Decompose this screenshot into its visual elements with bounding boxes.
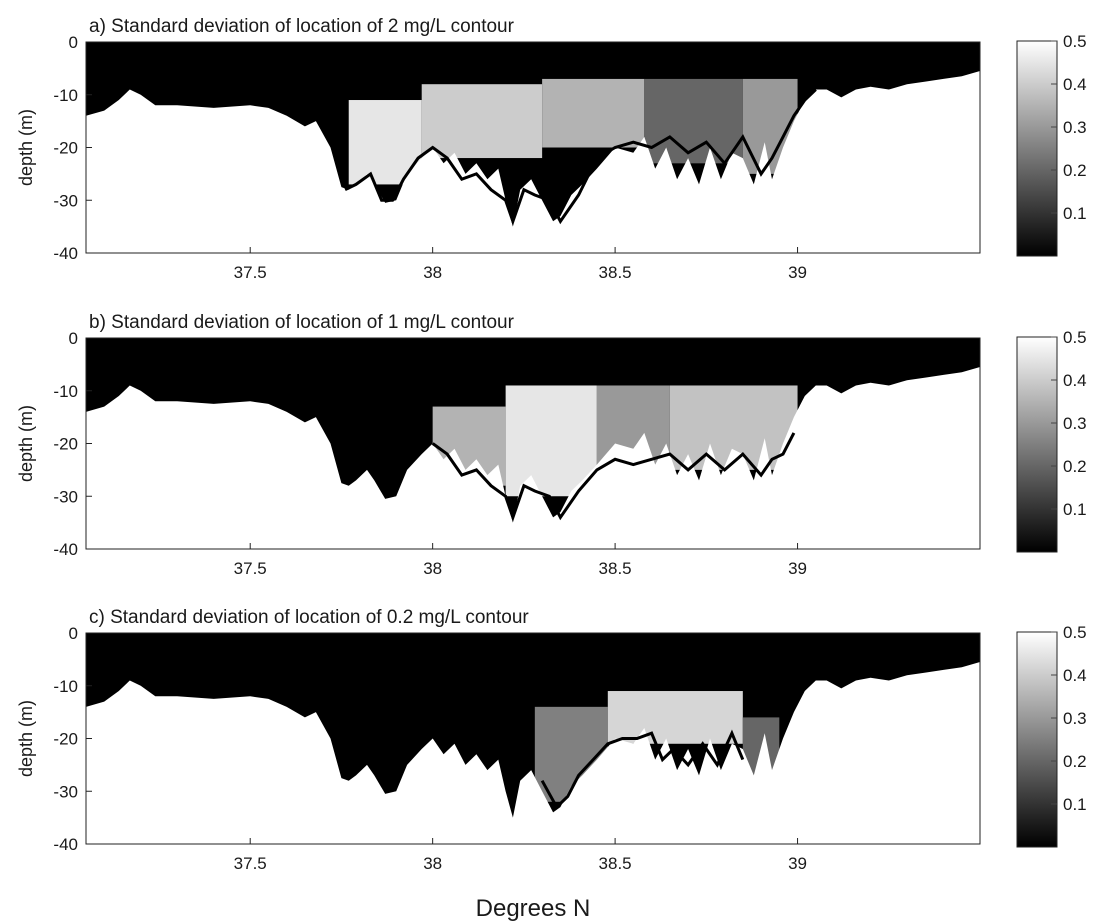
colorbar — [1016, 40, 1058, 257]
colorbar-tick-label: 0.2 — [1063, 457, 1087, 476]
y-axis-label: depth (m) — [16, 109, 36, 186]
y-tick-label: 0 — [69, 624, 78, 643]
std-region — [505, 385, 597, 497]
x-tick-label: 38.5 — [599, 263, 632, 282]
chart-title: a) Standard deviation of location of 2 m… — [89, 16, 515, 37]
colorbar-tick-label: 0.3 — [1063, 118, 1087, 137]
x-tick-label: 38 — [423, 854, 442, 873]
y-tick-label: -10 — [53, 382, 78, 401]
y-tick-label: -20 — [53, 730, 78, 749]
colorbar-tick-label: 0.4 — [1063, 666, 1087, 685]
chart-title: c) Standard deviation of location of 0.2… — [89, 607, 529, 628]
colorbar-tick-label: 0.3 — [1063, 414, 1087, 433]
x-tick-label: 39 — [788, 263, 807, 282]
y-tick-label: 0 — [69, 33, 78, 52]
std-region — [607, 691, 743, 744]
x-tick-label: 38.5 — [599, 854, 632, 873]
x-tick-label: 37.5 — [234, 559, 267, 578]
colorbar-tick-label: 0.4 — [1063, 371, 1087, 390]
seabed — [86, 367, 980, 549]
seabed — [86, 662, 980, 844]
std-region — [421, 84, 543, 159]
x-tick-label: 38 — [423, 263, 442, 282]
y-tick-label: -20 — [53, 435, 78, 454]
y-tick-label: 0 — [69, 329, 78, 348]
colorbar-tick-label: 0.1 — [1063, 795, 1087, 814]
y-tick-label: -10 — [53, 677, 78, 696]
y-axis-label: depth (m) — [16, 405, 36, 482]
colorbar — [1016, 631, 1058, 848]
std-region — [542, 78, 645, 148]
colorbar-tick-label: 0.2 — [1063, 752, 1087, 771]
contour-line — [540, 729, 745, 810]
chart-panel: c) Standard deviation of location of 0.2… — [16, 607, 1087, 873]
colorbar — [1016, 336, 1058, 553]
x-tick-label: 37.5 — [234, 854, 267, 873]
x-tick-label: 38.5 — [599, 559, 632, 578]
x-tick-label: 38 — [423, 559, 442, 578]
y-tick-label: -30 — [53, 191, 78, 210]
colorbar-tick-label: 0.1 — [1063, 204, 1087, 223]
colorbar-tick-label: 0.5 — [1063, 623, 1087, 642]
y-axis-label: depth (m) — [16, 700, 36, 777]
seabed — [86, 71, 980, 253]
colorbar-tick-label: 0.1 — [1063, 500, 1087, 519]
colorbar-tick-label: 0.5 — [1063, 328, 1087, 347]
y-tick-label: -10 — [53, 86, 78, 105]
contour-line — [431, 432, 796, 522]
x-tick-label: 37.5 — [234, 263, 267, 282]
y-tick-label: -40 — [53, 244, 78, 263]
colorbar-tick-label: 0.2 — [1063, 161, 1087, 180]
colorbar-tick-label: 0.5 — [1063, 32, 1087, 51]
y-tick-label: -40 — [53, 835, 78, 854]
chart-panel: b) Standard deviation of location of 1 m… — [16, 312, 1087, 578]
chart-title: b) Standard deviation of location of 1 m… — [89, 312, 515, 333]
chart-panel: a) Standard deviation of location of 2 m… — [16, 16, 1087, 282]
y-tick-label: -20 — [53, 139, 78, 158]
colorbar-tick-label: 0.3 — [1063, 709, 1087, 728]
colorbar-tick-label: 0.4 — [1063, 75, 1087, 94]
y-tick-label: -40 — [53, 540, 78, 559]
contour-line — [344, 88, 817, 226]
x-axis-label: Degrees N — [476, 895, 591, 922]
x-tick-label: 39 — [788, 854, 807, 873]
y-tick-label: -30 — [53, 782, 78, 801]
y-tick-label: -30 — [53, 487, 78, 506]
x-tick-label: 39 — [788, 559, 807, 578]
